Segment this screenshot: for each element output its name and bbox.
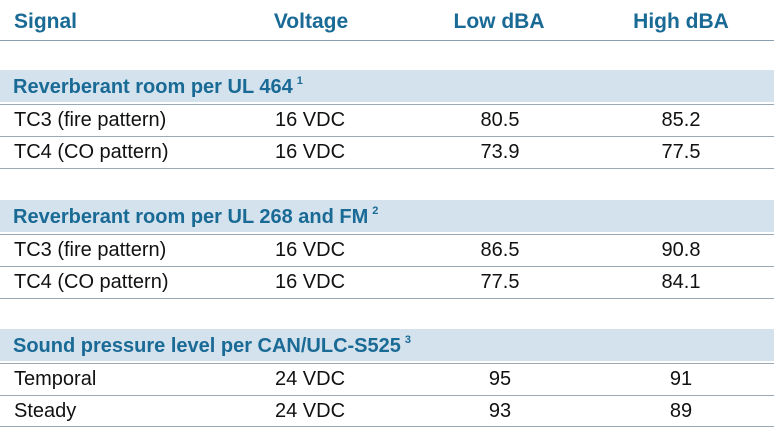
cell-low-dba: 86.5 <box>480 239 520 261</box>
table-row: TC4 (CO pattern) 16 VDC 73.9 77.5 <box>0 136 774 169</box>
section-header-can-ulc-s525: Sound pressure level per CAN/ULC-S525 3 <box>0 329 774 361</box>
cell-low-dba: 93 <box>488 400 512 422</box>
cell-signal: TC4 (CO pattern) <box>14 271 169 293</box>
cell-voltage: 16 VDC <box>274 239 346 261</box>
table-row: TC4 (CO pattern) 16 VDC 77.5 84.1 <box>0 266 774 299</box>
header-signal: Signal <box>14 10 78 33</box>
table-row: TC3 (fire pattern) 16 VDC 86.5 90.8 <box>0 234 774 266</box>
cell-voltage: 24 VDC <box>274 368 346 390</box>
table-row: TC3 (fire pattern) 16 VDC 80.5 85.2 <box>0 104 774 136</box>
table-row: Temporal 24 VDC 95 91 <box>0 363 774 395</box>
cell-low-dba: 73.9 <box>480 141 520 163</box>
section-title: Reverberant room per UL 268 and FM <box>13 206 369 228</box>
footnote-marker: 2 <box>372 205 379 217</box>
cell-high-dba: 91 <box>669 368 693 390</box>
cell-high-dba: 84.1 <box>661 271 701 293</box>
header-low-dba: Low dBA <box>453 10 545 33</box>
cell-voltage: 24 VDC <box>274 400 346 422</box>
footnote-marker: 1 <box>296 75 303 87</box>
cell-high-dba: 85.2 <box>661 109 701 131</box>
footnote-marker: 3 <box>404 334 412 346</box>
cell-signal: Temporal <box>14 368 97 390</box>
table-row: Steady 24 VDC 93 89 <box>0 395 774 427</box>
cell-low-dba: 95 <box>488 368 512 390</box>
section-title: Reverberant room per UL 464 <box>13 76 293 98</box>
table-header: Signal Voltage Low dBA High dBA <box>0 0 774 41</box>
cell-voltage: 16 VDC <box>274 141 346 163</box>
cell-low-dba: 80.5 <box>480 109 520 131</box>
section-header-ul268-fm: Reverberant room per UL 268 and FM 2 <box>0 200 774 232</box>
cell-high-dba: 77.5 <box>661 141 701 163</box>
cell-low-dba: 77.5 <box>480 271 520 293</box>
cell-voltage: 16 VDC <box>274 109 346 131</box>
cell-high-dba: 89 <box>669 400 693 422</box>
header-voltage: Voltage <box>273 10 349 33</box>
cell-signal: TC3 (fire pattern) <box>14 109 167 131</box>
section-header-ul464: Reverberant room per UL 464 1 <box>0 70 774 102</box>
cell-signal: Steady <box>14 400 77 422</box>
cell-high-dba: 90.8 <box>661 239 701 261</box>
header-high-dba: High dBA <box>633 10 729 33</box>
cell-voltage: 16 VDC <box>274 271 346 293</box>
section-title: Sound pressure level per CAN/ULC-S525 <box>13 335 401 357</box>
cell-signal: TC3 (fire pattern) <box>14 239 167 261</box>
cell-signal: TC4 (CO pattern) <box>14 141 169 163</box>
